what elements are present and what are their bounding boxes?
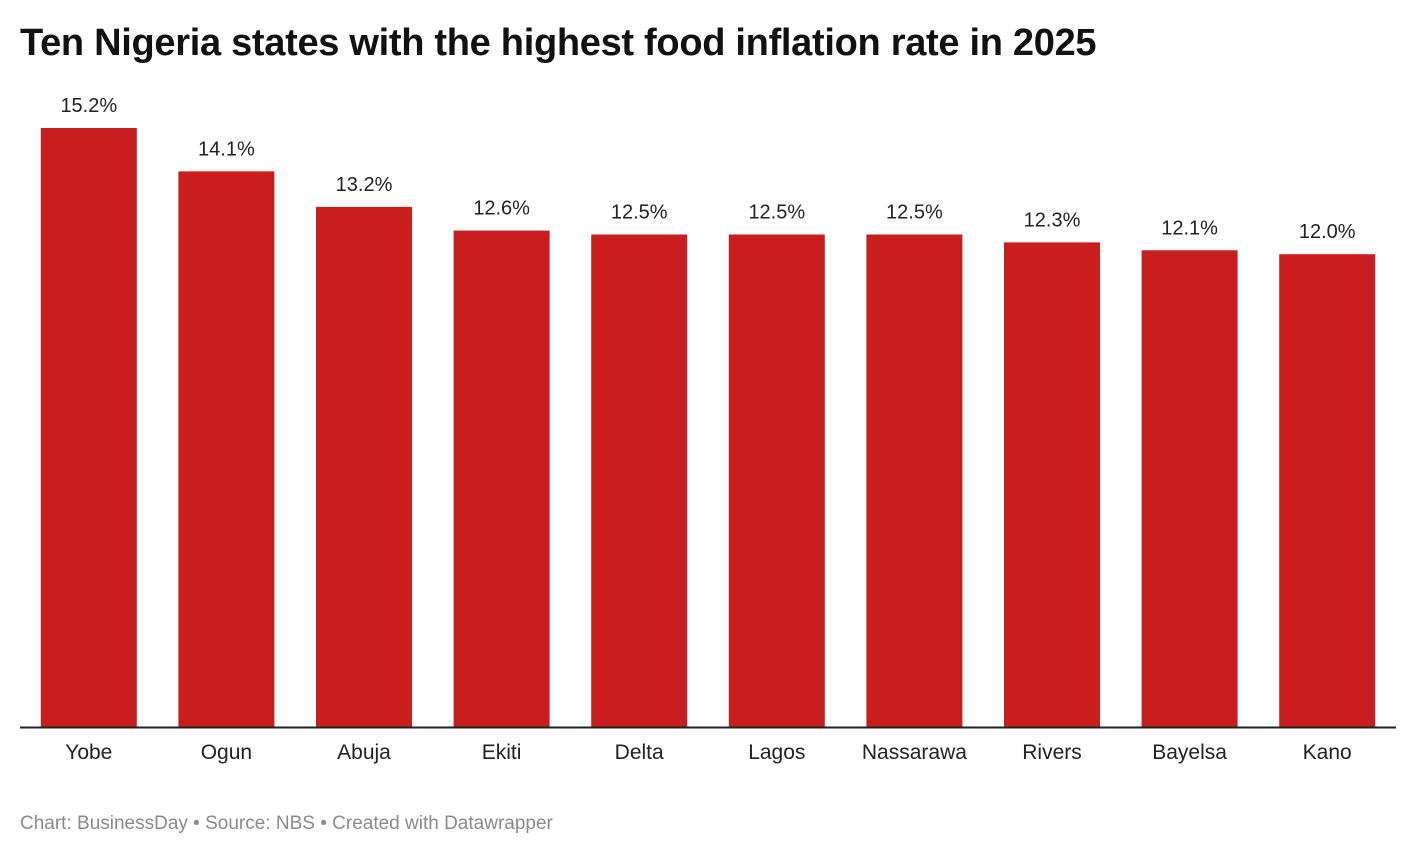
x-tick-label: Nassarawa bbox=[862, 741, 967, 764]
x-tick-label: Yobe bbox=[65, 741, 112, 764]
bar bbox=[866, 234, 963, 728]
x-tick-label: Rivers bbox=[1022, 741, 1082, 764]
bar bbox=[316, 206, 412, 728]
data-label: 12.5% bbox=[611, 201, 668, 223]
data-label: 12.1% bbox=[1161, 217, 1218, 239]
x-tick-label: Delta bbox=[615, 741, 664, 764]
x-tick-label: Ogun bbox=[201, 741, 252, 764]
data-label: 12.5% bbox=[886, 201, 943, 223]
x-tick-label: Ekiti bbox=[482, 741, 522, 764]
data-label: 13.2% bbox=[336, 174, 393, 196]
bar bbox=[178, 171, 275, 728]
x-tick-label: Lagos bbox=[748, 741, 805, 764]
chart-footer: Chart: BusinessDay • Source: NBS • Creat… bbox=[20, 813, 553, 834]
data-label: 12.0% bbox=[1299, 221, 1356, 243]
data-label: 14.1% bbox=[198, 138, 255, 160]
data-label: 12.3% bbox=[1024, 209, 1081, 231]
data-label: 12.6% bbox=[473, 198, 530, 220]
bar bbox=[1141, 250, 1238, 728]
bar bbox=[591, 234, 688, 728]
chart-title: Ten Nigeria states with the highest food… bbox=[20, 22, 1097, 64]
bar bbox=[1279, 254, 1376, 728]
x-tick-label: Kano bbox=[1303, 741, 1352, 764]
bar bbox=[728, 234, 825, 728]
x-tick-label: Bayelsa bbox=[1152, 741, 1227, 764]
data-label: 15.2% bbox=[60, 95, 117, 117]
data-label: 12.5% bbox=[748, 201, 805, 223]
bar bbox=[1004, 242, 1100, 728]
bar bbox=[40, 128, 137, 728]
bar bbox=[453, 230, 550, 728]
x-tick-label: Abuja bbox=[337, 741, 391, 764]
